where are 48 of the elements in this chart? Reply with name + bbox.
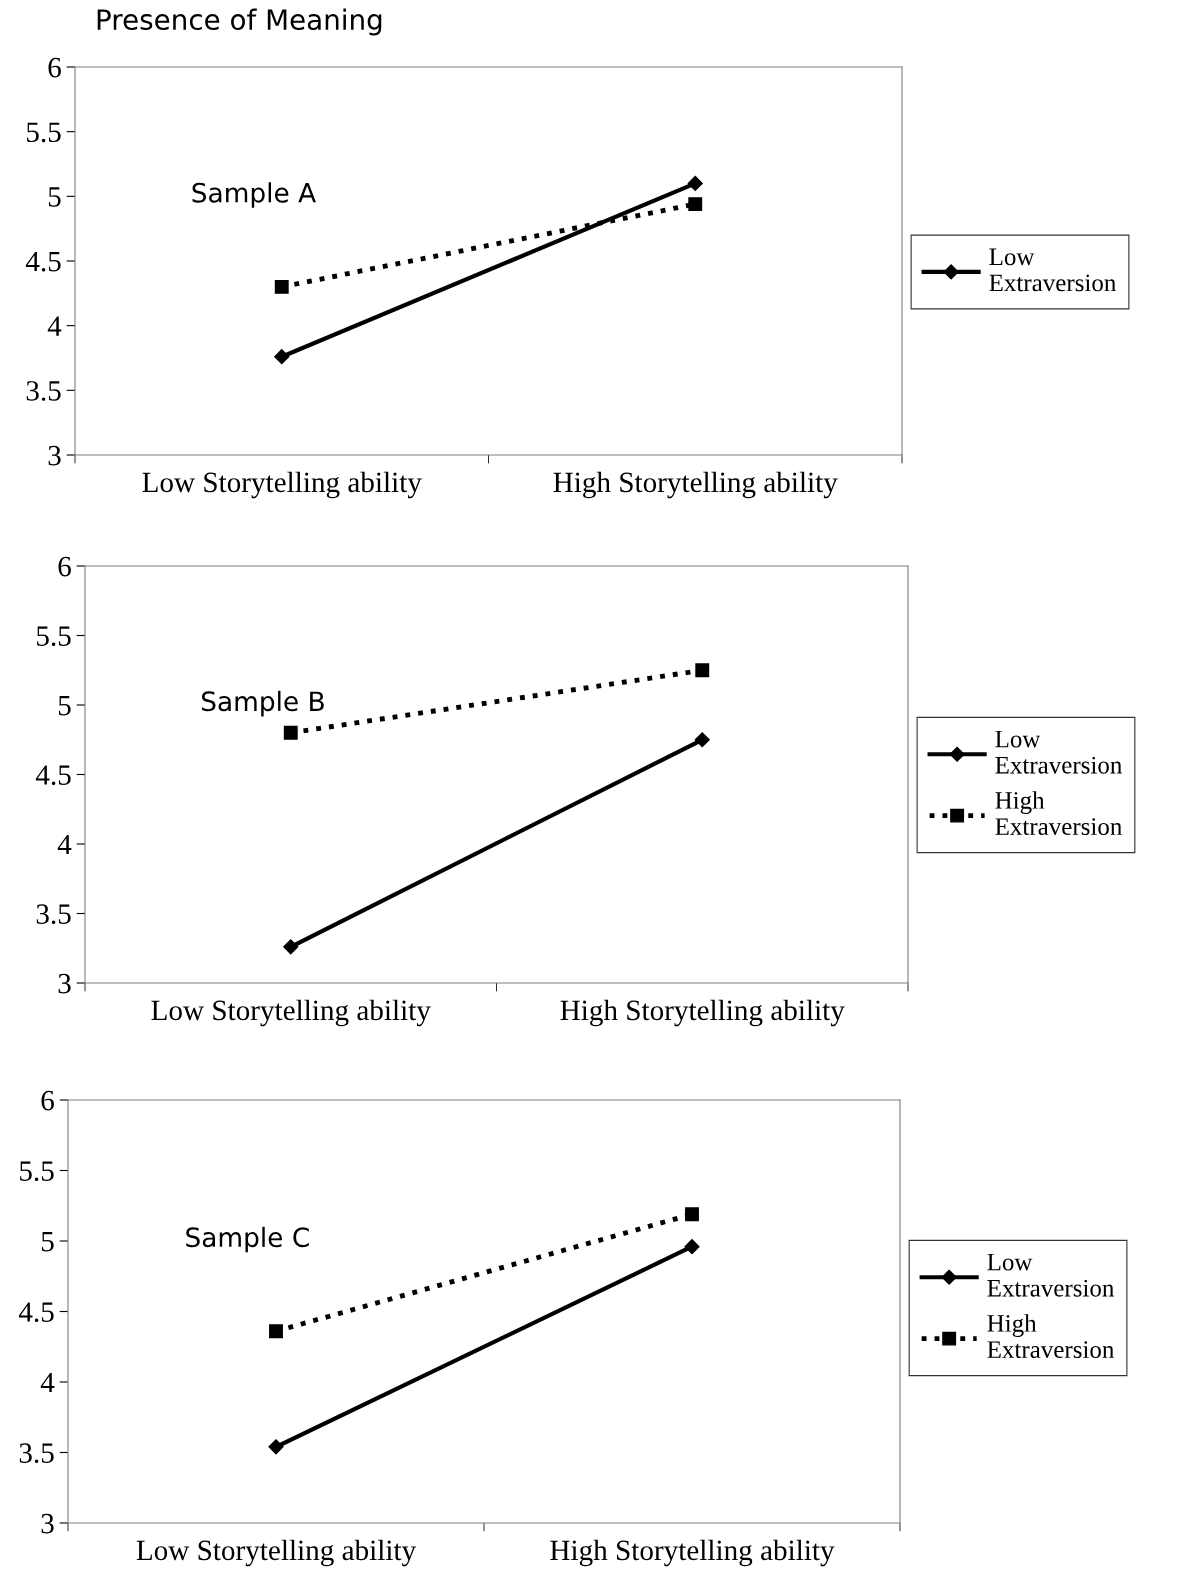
y-tick-label: 4.5 xyxy=(25,251,61,272)
chart-title: Presence of Meaning xyxy=(97,8,382,36)
y-tick-label: 6 xyxy=(48,57,61,78)
y-tick-label: 4 xyxy=(47,316,62,336)
point xyxy=(283,725,298,740)
annotation: Sample A xyxy=(192,182,316,208)
x-tick-label: Low Storytelling ability xyxy=(142,471,422,499)
x-tick-label: High Storytelling ability xyxy=(550,1539,835,1567)
y-tick-label: 5 xyxy=(41,1232,54,1252)
legend-label: Low Extraversion xyxy=(995,730,1122,774)
point xyxy=(269,1324,283,1339)
point xyxy=(687,175,703,191)
x-tick-label: Low Storytelling ability xyxy=(136,1539,417,1567)
legend-label: Low Extraversion xyxy=(987,1253,1115,1297)
y-tick-label: 5 xyxy=(48,187,61,207)
y-tick-label: 3.5 xyxy=(36,904,71,925)
point xyxy=(274,349,290,365)
y-tick-label: 5.5 xyxy=(37,626,71,647)
y-tick-label: 4.5 xyxy=(35,765,71,786)
legend-label: High Extraversion xyxy=(987,1314,1115,1359)
point xyxy=(274,279,289,294)
point xyxy=(695,663,710,678)
legend-label: High Extraversion xyxy=(995,791,1122,836)
y-tick-label: 5.5 xyxy=(20,1161,54,1182)
y-tick-label: 6 xyxy=(41,1090,54,1111)
y-tick-label: 4 xyxy=(57,834,72,855)
y-tick-label: 6 xyxy=(58,556,71,577)
y-tick-label: 4 xyxy=(40,1372,55,1393)
point xyxy=(684,1239,700,1255)
y-tick-label: 5 xyxy=(58,696,71,716)
point xyxy=(694,732,710,748)
y-tick-label: 3.5 xyxy=(19,1443,54,1464)
y-tick-label: 3 xyxy=(41,1513,54,1534)
y-tick-label: 3.5 xyxy=(26,381,61,401)
y-tick-label: 3 xyxy=(48,445,61,466)
y-tick-label: 5.5 xyxy=(27,122,61,143)
y-tick-label: 3 xyxy=(58,973,71,994)
annotation: Sample C xyxy=(186,1226,309,1253)
x-tick-label: High Storytelling ability xyxy=(560,999,845,1027)
point xyxy=(685,1207,699,1222)
point xyxy=(268,1439,284,1455)
x-tick-label: Low Storytelling ability xyxy=(151,999,431,1027)
annotation: Sample B xyxy=(201,690,324,717)
y-tick-label: 4.5 xyxy=(18,1302,54,1323)
legend-label: Low Extraversion xyxy=(989,248,1116,292)
x-tick-label: High Storytelling ability xyxy=(553,471,838,499)
point xyxy=(688,197,703,212)
point xyxy=(283,939,299,955)
